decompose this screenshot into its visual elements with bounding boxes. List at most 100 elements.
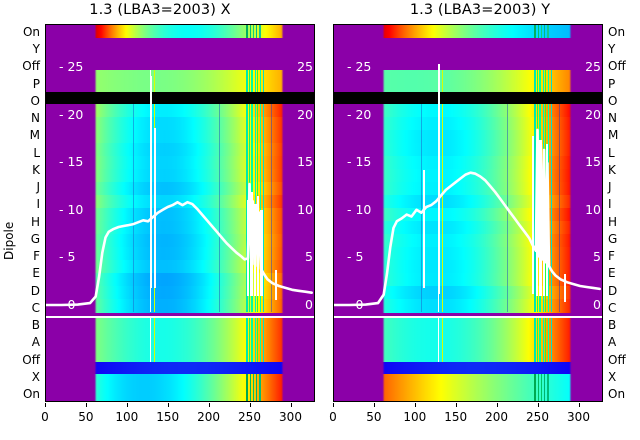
y-category-label-left: L bbox=[33, 145, 40, 160]
trace-spike bbox=[542, 150, 545, 296]
rfi-streak bbox=[421, 104, 423, 312]
rfi-streak bbox=[256, 374, 258, 402]
inner-tick-label-left: - 5 bbox=[59, 249, 76, 265]
y-category-label-right: X bbox=[608, 369, 617, 384]
panel-x-title: 1.3 (LBA3=2003) X bbox=[89, 2, 231, 18]
x-tick-mark bbox=[167, 403, 169, 407]
y-category-label-right: A bbox=[608, 335, 617, 350]
x-tick-label: 200 bbox=[197, 410, 221, 424]
rfi-streak bbox=[153, 70, 155, 92]
y-category-label-right: On bbox=[608, 25, 626, 39]
rfi-streak bbox=[260, 318, 262, 362]
y-category-label-left: H bbox=[30, 214, 40, 229]
trace-spike bbox=[247, 200, 250, 296]
trace-spike bbox=[253, 204, 256, 296]
x-tick-mark bbox=[496, 403, 498, 407]
rfi-streak bbox=[259, 374, 261, 402]
rfi-streak bbox=[149, 318, 152, 362]
y-category-label-left: B bbox=[31, 318, 40, 333]
trace-spike bbox=[274, 270, 278, 300]
overlay-trace bbox=[45, 182, 313, 307]
x-tick-label: 0 bbox=[41, 410, 49, 424]
x-tick-label: 250 bbox=[526, 410, 549, 424]
rfi-streak bbox=[542, 318, 544, 362]
trace-spike bbox=[423, 170, 426, 288]
y-category-label-left: Off bbox=[22, 59, 40, 74]
y-category-label-left: M bbox=[29, 128, 40, 143]
rfi-streak bbox=[254, 70, 256, 92]
y-category-label-right: L bbox=[608, 145, 615, 160]
rfi-streak bbox=[251, 70, 253, 92]
inner-tick-label-right: 15 bbox=[585, 154, 601, 170]
y-category-label-right: I bbox=[608, 197, 612, 212]
y-category-label-right: E bbox=[608, 266, 616, 281]
rfi-streak bbox=[548, 318, 550, 362]
rfi-streak bbox=[547, 24, 549, 38]
x-tick-mark bbox=[333, 403, 334, 407]
trace-spike bbox=[250, 192, 253, 296]
y-category-label-left: C bbox=[31, 300, 40, 315]
rfi-streak bbox=[270, 104, 272, 312]
rfi-streak bbox=[262, 318, 264, 362]
inner-tick-label-right: 10 bbox=[585, 201, 601, 217]
inner-tick-label-right: 5 bbox=[305, 249, 313, 265]
inner-tick-label-right: 0 bbox=[593, 297, 601, 312]
rfi-streak bbox=[248, 70, 250, 92]
trace-spike bbox=[260, 210, 263, 296]
rfi-streak bbox=[534, 104, 536, 312]
trace-spike bbox=[153, 128, 157, 288]
x-tick-label: 100 bbox=[403, 410, 427, 424]
y-category-label-left: O bbox=[30, 93, 40, 108]
x-tick-label: 150 bbox=[444, 410, 468, 424]
inner-tick-label-right: 10 bbox=[297, 201, 313, 217]
rfi-streak bbox=[536, 70, 538, 92]
y-category-label-right: P bbox=[608, 76, 616, 91]
rfi-streak bbox=[251, 318, 253, 362]
band-x-bottom bbox=[333, 374, 603, 402]
rfi-streak bbox=[256, 24, 258, 38]
x-tick-label: 300 bbox=[279, 410, 302, 424]
x-tick-label: 0 bbox=[329, 410, 337, 424]
x-tick-label: 50 bbox=[78, 410, 94, 424]
trace-spike bbox=[535, 146, 539, 296]
y-category-label-right: F bbox=[608, 249, 615, 264]
x-tick-mark bbox=[45, 403, 46, 407]
inner-tick-label-left: - 10 bbox=[59, 201, 84, 217]
rfi-streak bbox=[548, 70, 550, 92]
rfi-streak bbox=[544, 70, 547, 92]
y-category-label-left: P bbox=[32, 76, 40, 91]
y-category-label-right: N bbox=[608, 111, 617, 126]
inner-tick-label-left: - 5 bbox=[347, 249, 364, 265]
rfi-streak bbox=[252, 24, 255, 38]
y-category-label-left: Y bbox=[32, 42, 40, 57]
trace-spike bbox=[539, 140, 542, 296]
trace-spike bbox=[531, 136, 535, 294]
inner-tick-label-right: 5 bbox=[593, 249, 601, 265]
band-off-lower bbox=[333, 318, 603, 362]
rfi-streak bbox=[547, 374, 549, 402]
band-off-lower bbox=[45, 318, 315, 362]
band-gap bbox=[45, 362, 315, 374]
separator-line bbox=[333, 316, 603, 318]
rfi-streak bbox=[248, 318, 250, 362]
x-tick-mark bbox=[85, 403, 87, 407]
rfi-streak bbox=[550, 70, 552, 92]
y-category-label-left: G bbox=[30, 231, 40, 246]
rfi-streak bbox=[259, 24, 261, 38]
y-category-label-right: G bbox=[608, 231, 618, 246]
trace-spike bbox=[149, 76, 153, 288]
band-gap bbox=[333, 362, 603, 374]
rfi-streak bbox=[441, 104, 443, 312]
rfi-streak bbox=[537, 374, 539, 402]
rfi-streak bbox=[252, 374, 255, 402]
y-category-label-right: O bbox=[608, 93, 618, 108]
rfi-streak bbox=[133, 104, 135, 312]
rfi-streak bbox=[246, 374, 248, 402]
x-tick-mark bbox=[126, 403, 128, 407]
inner-tick-label-right: 25 bbox=[297, 59, 313, 74]
x-tick-label: 200 bbox=[485, 410, 509, 424]
rfi-streak bbox=[441, 318, 443, 362]
y-category-label-left: J bbox=[36, 180, 40, 195]
rfi-streak bbox=[441, 70, 443, 92]
